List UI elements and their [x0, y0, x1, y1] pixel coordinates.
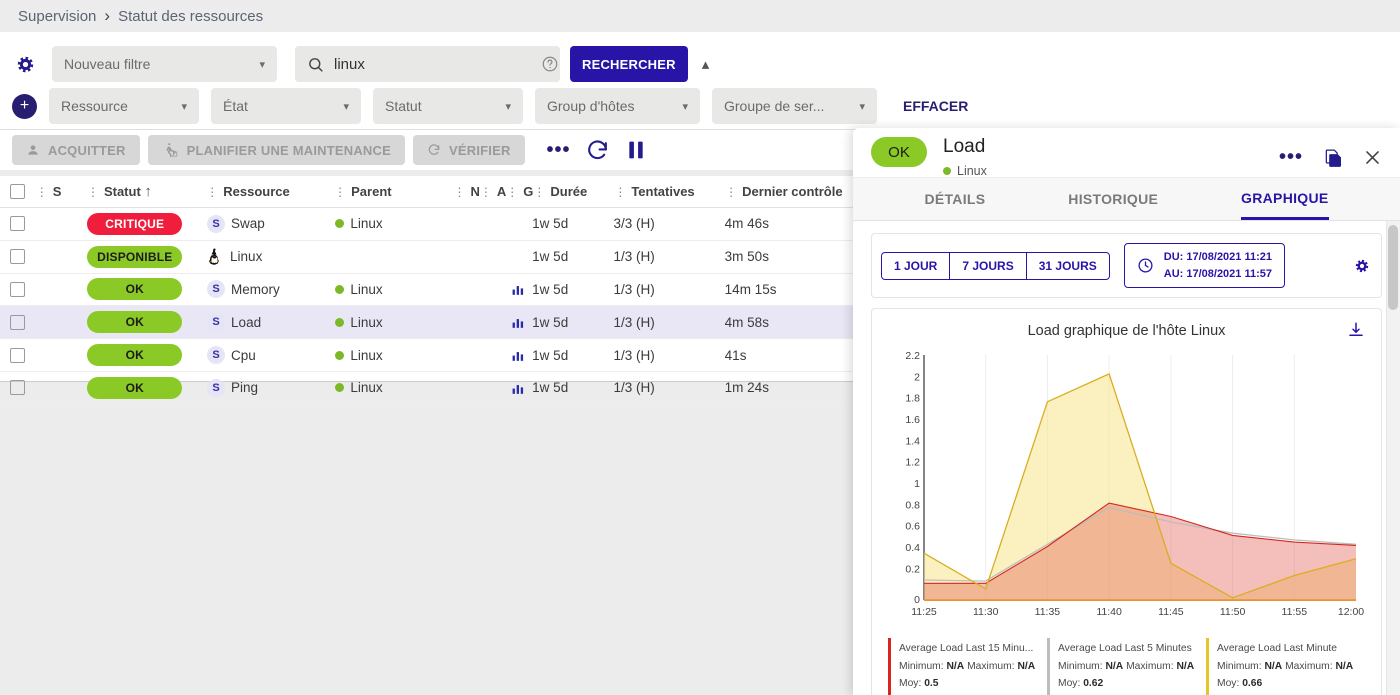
- svg-text:2.2: 2.2: [905, 350, 920, 362]
- svg-text:11:50: 11:50: [1220, 606, 1246, 618]
- svg-text:0.8: 0.8: [905, 499, 920, 511]
- svg-text:1.4: 1.4: [905, 435, 920, 447]
- svg-text:0.4: 0.4: [905, 542, 920, 554]
- svg-text:1: 1: [914, 478, 920, 490]
- svg-text:11:55: 11:55: [1282, 606, 1308, 618]
- svg-text:0.6: 0.6: [905, 521, 920, 533]
- svg-text:1.2: 1.2: [905, 457, 920, 469]
- svg-text:0.2: 0.2: [905, 563, 920, 575]
- svg-text:2: 2: [914, 371, 920, 383]
- svg-text:11:35: 11:35: [1035, 606, 1061, 618]
- svg-text:1.8: 1.8: [905, 393, 920, 405]
- svg-text:0: 0: [914, 594, 920, 606]
- svg-text:1.6: 1.6: [905, 414, 920, 426]
- svg-text:11:45: 11:45: [1158, 606, 1184, 618]
- svg-text:11:40: 11:40: [1096, 606, 1122, 618]
- svg-text:11:25: 11:25: [911, 606, 937, 618]
- svg-text:12:00: 12:00: [1338, 606, 1364, 618]
- svg-text:11:30: 11:30: [973, 606, 999, 618]
